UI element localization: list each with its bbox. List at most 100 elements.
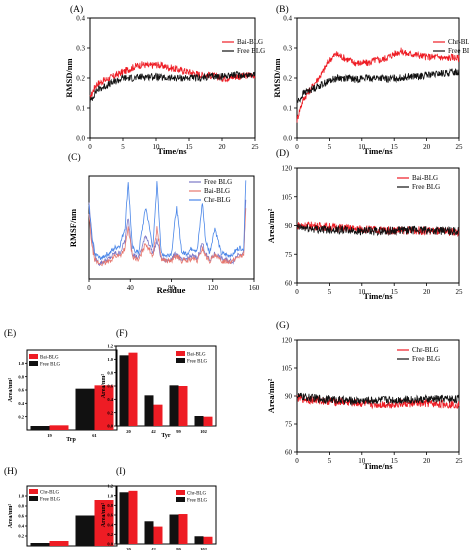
panel-label: (H)	[4, 466, 17, 477]
series-line-chr-blg	[88, 180, 247, 261]
x-tick-label: 42	[151, 547, 156, 550]
panel-label: (I)	[116, 466, 126, 477]
x-tick-label: 80	[168, 284, 176, 292]
bar-bai-blg	[203, 416, 213, 426]
x-tick-label: 40	[127, 284, 135, 292]
x-tick-label: 5	[328, 288, 332, 296]
panel-label: (D)	[276, 148, 289, 159]
legend-entry: Bai-BLG	[187, 353, 206, 358]
y-tick-label: 0.6	[107, 513, 113, 518]
legend-swatch	[176, 497, 185, 502]
x-tick-label: 10	[358, 288, 366, 296]
y-tick-label: 0.2	[76, 75, 85, 83]
y-tick-label: 0.3	[76, 45, 85, 53]
y-axis-label: Area/nm²	[101, 503, 107, 528]
x-tick-label: 15	[391, 457, 399, 465]
panel-label: (G)	[276, 320, 289, 331]
y-tick-label: 60	[285, 280, 293, 288]
legend-entry: Free BLG	[40, 363, 61, 368]
bar-free-blg	[75, 515, 95, 546]
x-tick-label: 19	[47, 433, 52, 438]
legend-swatch	[176, 351, 185, 356]
y-tick-label: 0.4	[18, 401, 24, 406]
bar-free-blg	[144, 521, 154, 544]
series-line-free-blg	[296, 68, 460, 103]
x-tick-label: 15	[186, 143, 194, 151]
x-tick-label: 25	[456, 457, 464, 465]
y-tick-label: 1.2	[107, 484, 113, 489]
panel-b: (B) 0 5 10 15 20 25 0.0 0.1 0.2 0.3 0.4 Chr-BLGFree …	[272, 4, 469, 156]
panel-i: (I) 0.0 0.2 0.4 0.6 0.8 1.0 1.2 20 42 99 102 Chr-BLG…	[101, 466, 217, 550]
y-axis-label: Area/nm²	[101, 374, 107, 399]
y-tick-label: 0.4	[107, 522, 113, 527]
series-line-chr-blg	[296, 47, 460, 123]
legend-swatch	[29, 361, 38, 366]
series-line-free-blg	[296, 223, 460, 237]
y-tick-label: 0.2	[18, 414, 24, 419]
bar-chr-blg	[49, 541, 69, 546]
x-tick-label: 5	[121, 143, 125, 151]
y-axis-label: Area/nm²	[8, 504, 14, 529]
legend-entry: Bai-BLG	[412, 174, 438, 182]
bar-free-blg	[194, 536, 204, 544]
x-axis-label: Time/ns	[363, 146, 393, 156]
legend-swatch	[29, 496, 38, 501]
y-tick-label: 0.2	[18, 534, 24, 539]
series-line-free-blg	[296, 392, 460, 406]
bar-chr-blg	[128, 490, 138, 544]
series-line-chr-blg	[296, 393, 460, 410]
bar-free-blg	[119, 492, 129, 544]
y-tick-label: 90	[285, 222, 293, 230]
y-tick-label: 0.1	[76, 105, 85, 113]
x-tick-label: 20	[423, 143, 431, 151]
y-tick-label: 0.3	[283, 45, 292, 53]
legend-entry: Chr-BLG	[40, 491, 59, 496]
x-tick-label: 5	[328, 457, 332, 465]
y-tick-label: 105	[282, 365, 293, 373]
legend-entry: Bai-BLG	[40, 356, 59, 361]
y-tick-label: 1.2	[107, 344, 113, 349]
x-tick-label: 20	[219, 143, 227, 151]
y-tick-label: 0.2	[283, 75, 292, 83]
x-axis-label: Trp	[66, 437, 76, 443]
x-tick-label: 160	[249, 284, 260, 292]
x-tick-label: 25	[252, 143, 260, 151]
y-tick-label: 1.0	[107, 493, 113, 498]
x-tick-label: 5	[328, 143, 332, 151]
bar-chr-blg	[203, 536, 213, 544]
y-tick-label: 0.4	[283, 15, 292, 23]
legend-entry: Free BLG	[237, 47, 265, 55]
y-axis-label: RMSD/nm	[64, 58, 74, 97]
y-axis-label: Area/nm²	[266, 208, 276, 243]
y-tick-label: 90	[285, 393, 293, 401]
y-tick-label: 0.6	[18, 388, 24, 393]
y-tick-label: 120	[282, 165, 293, 173]
bar-free-blg	[169, 514, 179, 544]
y-tick-label: 0.4	[76, 15, 85, 23]
x-tick-label: 120	[208, 284, 219, 292]
legend-entry: Free BLG	[412, 183, 440, 191]
series-line-free-blg	[88, 199, 247, 267]
x-tick-label: 99	[176, 547, 181, 550]
legend-entry: Bai-BLG	[237, 38, 263, 46]
panel-label: (B)	[276, 4, 289, 15]
x-axis-label: Time/ns	[363, 291, 393, 301]
x-tick-label: 20	[423, 457, 431, 465]
legend-entry: Free BLG	[412, 355, 440, 363]
y-axis-label: Area/nm²	[8, 378, 14, 403]
y-tick-label: 0.8	[107, 370, 113, 375]
y-tick-label: 0.6	[18, 514, 24, 519]
panel-label: (E)	[4, 328, 16, 339]
y-tick-label: 1.0	[18, 494, 24, 499]
bar-bai-blg	[128, 352, 138, 426]
legend-swatch	[29, 354, 38, 359]
y-tick-label: 0.4	[18, 524, 24, 529]
legend-swatch	[29, 489, 38, 494]
x-tick-label: 20	[423, 288, 431, 296]
panel-label: (C)	[68, 152, 81, 163]
x-tick-label: 102	[200, 547, 208, 550]
y-tick-label: 75	[285, 421, 293, 429]
y-tick-label: 120	[282, 337, 293, 345]
